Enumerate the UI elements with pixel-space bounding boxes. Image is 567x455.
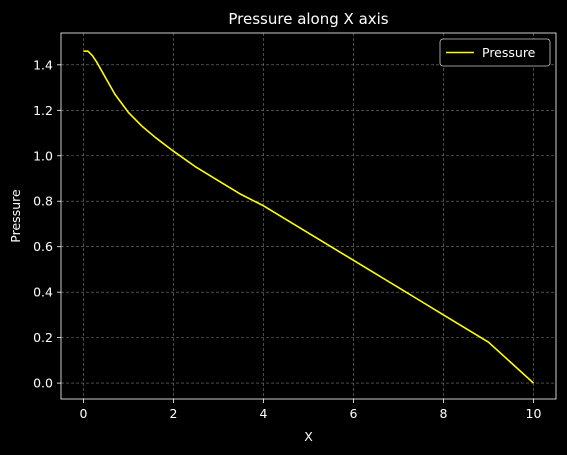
series-layer (83, 50, 535, 384)
legend-box (439, 38, 551, 67)
plot-frame (60, 32, 557, 400)
x-tick-label: 6 (350, 406, 358, 421)
y-tick-label: 1.2 (33, 103, 53, 118)
y-tick-label: 1.4 (33, 57, 53, 72)
x-tick-label: 4 (260, 406, 268, 421)
x-tick-label: 10 (526, 406, 542, 421)
y-axis-title: Pressure (8, 189, 23, 243)
y-tick-label: 0.6 (33, 239, 53, 254)
legend: Pressure (439, 38, 551, 67)
ticks: 0 2 4 6 8 10 0.0 0.2 0.4 0.6 0.8 1.0 1.2 1.4 (33, 57, 541, 421)
x-axis-title: X (304, 429, 313, 444)
legend-label: Pressure (482, 45, 536, 60)
series-line-0 (83, 50, 535, 384)
x-tick-label: 8 (440, 406, 448, 421)
y-tick-label: 0.2 (33, 330, 53, 345)
x-tick-label: 2 (170, 406, 178, 421)
chart-title: Pressure along X axis (228, 10, 388, 28)
y-tick-label: 0.8 (33, 194, 53, 209)
y-tick-label: 0.0 (33, 376, 53, 391)
y-tick-label: 0.4 (33, 285, 53, 300)
x-tick-label: 0 (80, 406, 88, 421)
y-tick-label: 1.0 (33, 148, 53, 163)
